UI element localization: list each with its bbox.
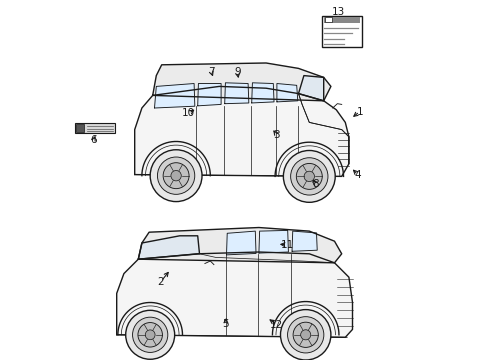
Circle shape — [290, 158, 327, 195]
Polygon shape — [117, 252, 352, 337]
Bar — [323, 17, 359, 23]
Circle shape — [304, 171, 314, 181]
Text: 1: 1 — [356, 107, 362, 117]
Bar — [76, 124, 84, 132]
Polygon shape — [138, 228, 341, 263]
Circle shape — [292, 322, 318, 347]
Circle shape — [138, 323, 162, 347]
Text: 13: 13 — [331, 6, 344, 17]
Polygon shape — [197, 84, 221, 106]
Polygon shape — [226, 231, 256, 255]
Circle shape — [300, 330, 310, 340]
Bar — [321, 16, 361, 47]
Text: 11: 11 — [280, 240, 293, 250]
Polygon shape — [138, 236, 199, 259]
Polygon shape — [298, 76, 323, 101]
Polygon shape — [134, 86, 348, 176]
Circle shape — [157, 157, 194, 194]
Polygon shape — [152, 63, 330, 101]
Circle shape — [132, 317, 167, 352]
Text: 3: 3 — [273, 130, 280, 140]
Polygon shape — [276, 84, 297, 102]
Circle shape — [171, 171, 181, 181]
Polygon shape — [251, 83, 273, 103]
Text: 2: 2 — [157, 276, 164, 287]
Polygon shape — [258, 230, 288, 253]
Polygon shape — [224, 83, 248, 104]
Text: 7: 7 — [207, 67, 214, 77]
Bar — [75, 123, 115, 133]
Bar — [324, 17, 331, 22]
Text: 5: 5 — [222, 319, 228, 329]
Circle shape — [145, 330, 155, 340]
Text: 6: 6 — [90, 135, 97, 145]
Text: 12: 12 — [270, 320, 283, 330]
Circle shape — [283, 150, 335, 202]
Circle shape — [280, 310, 330, 360]
Circle shape — [287, 317, 323, 353]
Circle shape — [125, 310, 174, 359]
Circle shape — [163, 163, 189, 189]
Circle shape — [150, 150, 202, 202]
Text: 9: 9 — [234, 67, 240, 77]
Text: 8: 8 — [312, 179, 319, 189]
Text: 4: 4 — [354, 170, 361, 180]
Text: 10: 10 — [182, 108, 195, 118]
Polygon shape — [291, 231, 317, 251]
Polygon shape — [154, 84, 194, 108]
Circle shape — [296, 163, 322, 189]
